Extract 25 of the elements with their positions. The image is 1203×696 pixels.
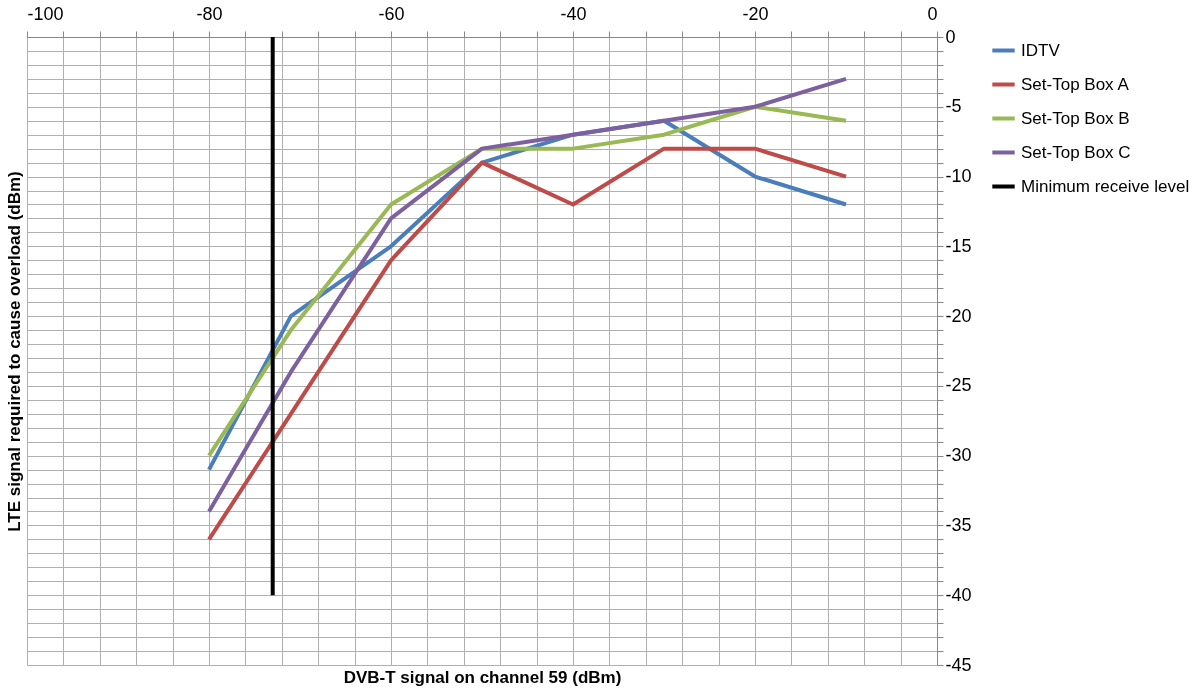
y-tick-label: -5: [945, 96, 962, 117]
legend-label: Set-Top Box B: [1021, 108, 1130, 128]
x-tick-label: -60: [378, 3, 405, 24]
legend-label: IDTV: [1021, 40, 1061, 60]
y-tick-label: -15: [945, 235, 972, 256]
legend-label: Minimum receive level: [1021, 176, 1190, 196]
y-tick-label: -10: [945, 166, 972, 187]
y-tick-label: -35: [945, 514, 972, 535]
legend-label: Set-Top Box C: [1021, 142, 1131, 162]
x-tick-label: -40: [560, 3, 587, 24]
y-tick-label: -30: [945, 445, 972, 466]
y-tick-label: 0: [945, 26, 956, 47]
x-tick-label: -20: [742, 3, 769, 24]
y-tick-label: -25: [945, 375, 972, 396]
x-tick-label: -100: [27, 3, 64, 24]
x-tick-label: 0: [927, 3, 938, 24]
y-tick-label: -45: [945, 654, 972, 675]
y-tick-label: -40: [945, 584, 972, 605]
x-axis-title: DVB-T signal on channel 59 (dBm): [343, 667, 622, 687]
line-series: [207, 146, 848, 542]
y-tick-label: -20: [945, 305, 972, 326]
line-series: [207, 76, 848, 514]
y-axis-title: LTE signal required to cause overload (dBm): [4, 171, 24, 532]
x-tick-label: -80: [196, 3, 223, 24]
legend-label: Set-Top Box A: [1021, 74, 1130, 94]
